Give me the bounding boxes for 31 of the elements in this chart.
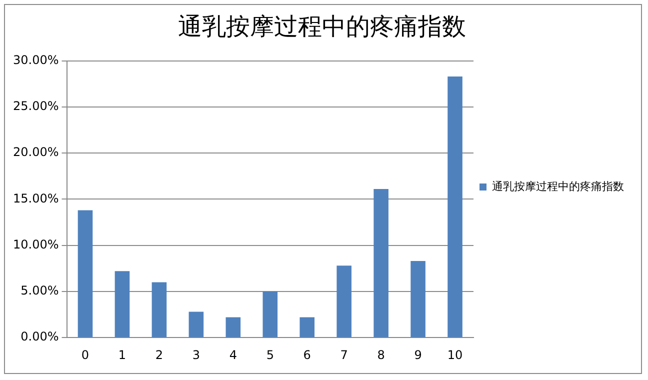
x-tick-label: 9 <box>414 348 422 362</box>
bar <box>410 261 426 338</box>
x-tick-label: 10 <box>447 348 463 362</box>
x-tick-label: 3 <box>192 348 200 362</box>
bar <box>448 76 462 338</box>
x-tick-label: 8 <box>377 348 385 362</box>
bar <box>226 317 241 338</box>
legend-label: 通乳按摩过程中的疼痛指数 <box>492 180 624 193</box>
x-tick-label: 6 <box>303 348 311 362</box>
x-tick-label: 2 <box>155 348 164 362</box>
bar <box>78 210 93 338</box>
bar <box>300 317 314 338</box>
y-tick-label: 25.00% <box>12 99 59 114</box>
bar <box>374 189 388 338</box>
bar <box>188 312 204 338</box>
x-tick-label: 7 <box>340 348 348 362</box>
y-tick-label: 20.00% <box>12 145 59 160</box>
bar <box>114 271 130 338</box>
bar <box>262 291 278 338</box>
x-tick-label: 0 <box>81 348 90 362</box>
y-tick-label: 30.00% <box>12 52 59 67</box>
y-tick-label: 5.00% <box>20 284 59 298</box>
x-tick-label: 4 <box>229 348 237 362</box>
y-tick-label: 15.00% <box>12 191 59 206</box>
bar <box>336 266 352 338</box>
chart-title: 通乳按摩过程中的疼痛指数 <box>178 12 466 41</box>
x-tick-label: 1 <box>118 348 126 362</box>
y-tick-label: 0.00% <box>20 330 59 344</box>
x-tick-label: 5 <box>266 348 274 362</box>
y-tick-label: 10.00% <box>12 237 59 252</box>
bar <box>152 282 167 338</box>
